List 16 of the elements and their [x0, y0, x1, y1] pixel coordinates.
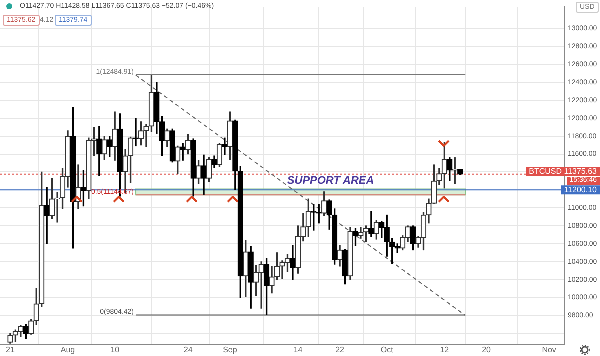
ref-line-label: 11200.10 [564, 185, 598, 194]
band-label: SUPPORT AREA [287, 174, 374, 187]
x-tick-label: Sep [223, 345, 238, 354]
x-tick-label: 10 [110, 345, 120, 354]
x-tick-label: 20 [482, 345, 492, 354]
x-tick-label: Oct [380, 345, 394, 354]
x-tick-label: 22 [336, 345, 346, 354]
candlestick [222, 138, 228, 156]
x-tick-label: 14 [294, 345, 304, 354]
x-tick-label: 24 [184, 345, 194, 354]
ref-line-label: BTCUSD 11375.63 [529, 167, 598, 176]
x-tick-label: 12 [440, 345, 450, 354]
x-tick-label: Aug [60, 345, 76, 354]
x-tick-label: 21 [6, 345, 16, 354]
x-tick-label: Nov [542, 345, 556, 354]
candlestick [368, 211, 374, 238]
